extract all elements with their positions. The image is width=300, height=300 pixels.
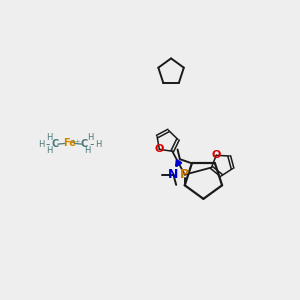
- Text: H: H: [87, 133, 93, 142]
- Text: O: O: [155, 144, 164, 154]
- Text: -: -: [89, 138, 94, 151]
- Text: H: H: [38, 140, 45, 148]
- Text: H: H: [46, 146, 52, 155]
- Text: C: C: [52, 139, 59, 149]
- Text: C: C: [80, 139, 87, 149]
- Text: O: O: [212, 150, 221, 160]
- Text: ++: ++: [70, 139, 81, 144]
- Text: H: H: [46, 133, 52, 142]
- Text: -: -: [45, 138, 50, 151]
- Text: H: H: [84, 146, 90, 155]
- Text: N: N: [168, 168, 178, 181]
- Text: Fe: Fe: [63, 138, 76, 148]
- Text: P: P: [180, 168, 189, 181]
- Text: H: H: [95, 140, 101, 148]
